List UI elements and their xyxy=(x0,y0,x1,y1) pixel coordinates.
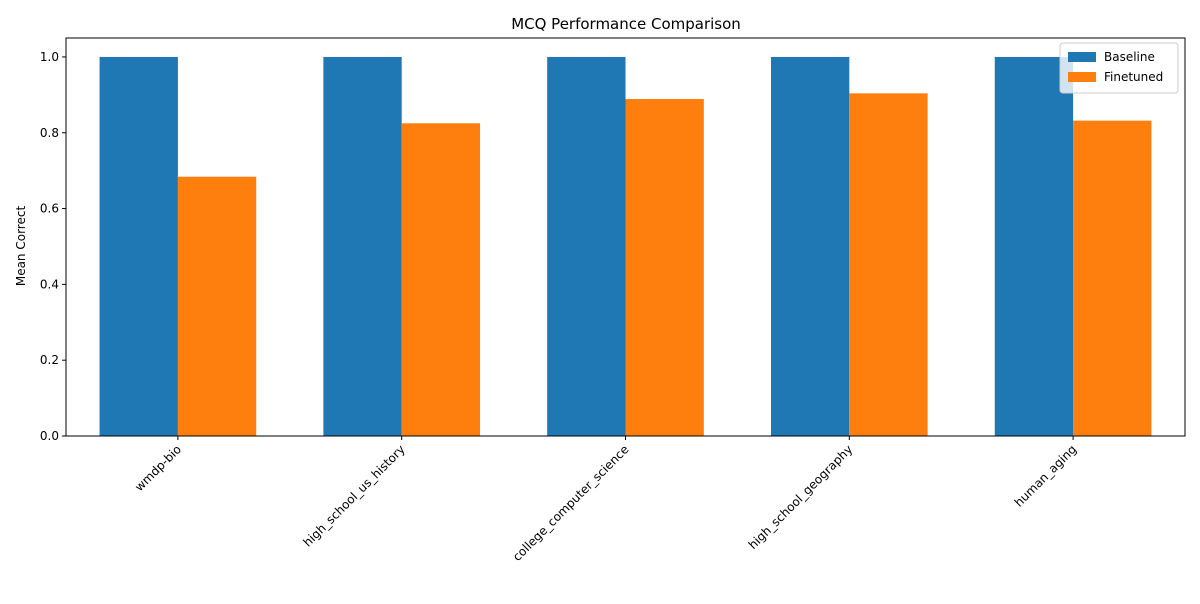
bar-finetuned-high_school_us_history xyxy=(401,123,481,436)
bar-finetuned-human_aging xyxy=(1073,120,1152,436)
legend: Baseline Finetuned xyxy=(1059,42,1179,94)
y-axis-ticks: 0.0 0.2 0.4 0.6 0.8 1.0 xyxy=(40,50,66,443)
bar-finetuned-high_school_geography xyxy=(849,93,928,436)
legend-label-baseline: Baseline xyxy=(1104,50,1155,64)
bar-baseline-high_school_us_history xyxy=(323,56,402,436)
y-axis-label: Mean Correct xyxy=(14,206,28,287)
y-tick-label: 0.0 xyxy=(40,429,59,443)
legend-swatch-finetuned xyxy=(1068,72,1096,82)
bar-baseline-wmdp-bio xyxy=(99,56,178,436)
chart-title: MCQ Performance Comparison xyxy=(511,15,741,33)
bar-finetuned-college_computer_science xyxy=(625,99,704,436)
bars-layer xyxy=(99,56,1152,437)
legend-swatch-baseline xyxy=(1068,52,1096,62)
y-tick-label: 0.4 xyxy=(40,277,59,291)
bar-finetuned-wmdp-bio xyxy=(177,176,257,437)
plot-area-frame xyxy=(65,37,1186,437)
y-tick-label: 1.0 xyxy=(40,50,59,64)
bar-baseline-human_aging xyxy=(994,56,1074,436)
y-tick-label: 0.6 xyxy=(40,202,59,216)
y-tick-label: 0.8 xyxy=(40,126,59,140)
bar-baseline-college_computer_science xyxy=(547,56,626,436)
bar-baseline-high_school_geography xyxy=(770,56,850,436)
y-tick-label: 0.2 xyxy=(40,353,59,367)
legend-label-finetuned: Finetuned xyxy=(1104,70,1163,84)
